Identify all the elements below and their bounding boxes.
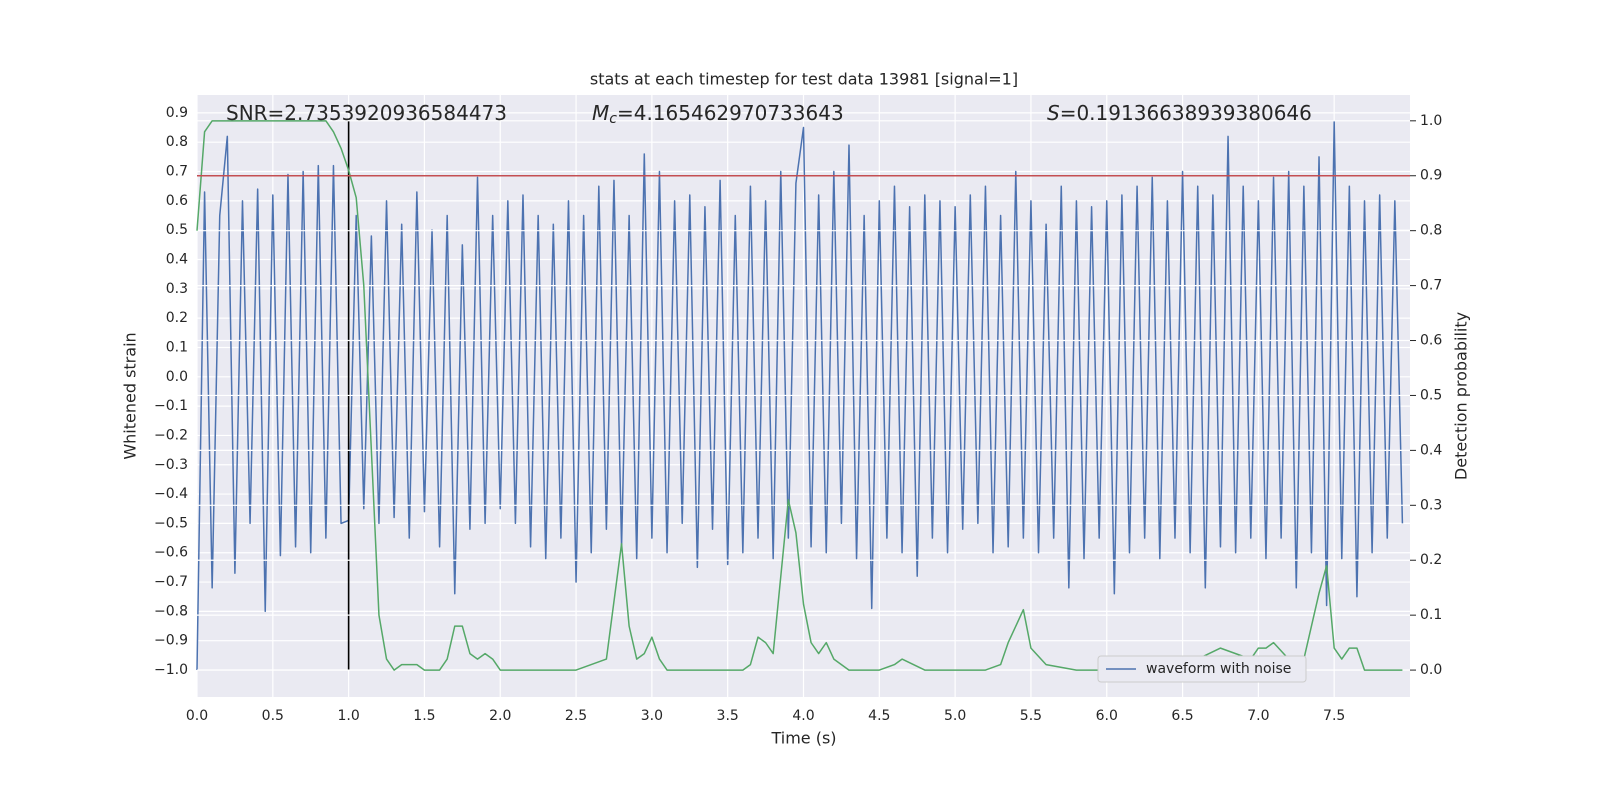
y-tick-label: 0.7 (166, 164, 188, 180)
y2-axis-label: Detection probability (1452, 312, 1471, 480)
y2-tick-label: 0.0 (1420, 662, 1442, 678)
x-tick-label: 4.5 (868, 708, 890, 724)
x-tick-label: 2.5 (565, 708, 587, 724)
y2-tick-label: 0.6 (1420, 333, 1442, 349)
x-tick-label: 1.5 (413, 708, 435, 724)
annotation-subscript: c (609, 111, 617, 127)
y-tick-label: 0.8 (166, 134, 188, 150)
y-tick-label: −0.3 (154, 457, 188, 473)
y-tick-label: −0.1 (154, 398, 188, 414)
y-tick-label: 0.6 (166, 193, 188, 209)
y2-tick-label: 0.7 (1420, 278, 1442, 294)
y-tick-label: 0.5 (166, 222, 188, 238)
y-tick-label: −0.9 (154, 633, 188, 649)
y2-tick-label: 0.4 (1420, 442, 1442, 458)
x-tick-label: 5.0 (944, 708, 966, 724)
y2-tick-label: 0.8 (1420, 223, 1442, 239)
legend-label: waveform with noise (1146, 661, 1291, 677)
annotation: S=0.19136638939380646 (1047, 101, 1312, 125)
y-tick-label: −1.0 (154, 662, 188, 678)
annotation: SNR=2.7353920936584473 (226, 101, 507, 125)
y-tick-label: 0.9 (166, 105, 188, 121)
y-tick-label: −0.5 (154, 515, 188, 531)
x-tick-label: 1.0 (337, 708, 359, 724)
x-tick-label: 6.0 (1096, 708, 1118, 724)
y-tick-label: 0.0 (166, 369, 188, 385)
y2-tick-label: 0.2 (1420, 552, 1442, 568)
x-tick-label: 7.5 (1323, 708, 1345, 724)
y2-tick-label: 1.0 (1420, 113, 1442, 129)
annotation-text: SNR=2.7353920936584473 (226, 101, 507, 125)
x-tick-label: 0.5 (262, 708, 284, 724)
y-tick-label: −0.7 (154, 574, 188, 590)
y-tick-label: 0.1 (166, 339, 188, 355)
annotation-text: =4.165462970733643 (617, 101, 844, 125)
line-series (196, 120, 1404, 671)
y2-tick-label: 0.1 (1420, 607, 1442, 623)
x-tick-label: 6.5 (1171, 708, 1193, 724)
y2-tick-label: 0.3 (1420, 497, 1442, 513)
chart-title: stats at each timestep for test data 139… (590, 70, 1018, 89)
annotation-symbol: M (592, 101, 609, 125)
y-axis-label: Whitened strain (121, 332, 140, 459)
x-tick-label: 4.0 (792, 708, 814, 724)
y-tick-label: 0.2 (166, 310, 188, 326)
y-tick-label: −0.4 (154, 486, 188, 502)
annotation-symbol: S (1047, 101, 1060, 125)
y-tick-label: −0.6 (154, 545, 188, 561)
y-tick-label: 0.4 (166, 252, 188, 268)
x-tick-label: 2.0 (489, 708, 511, 724)
legend-box (1097, 655, 1307, 683)
y2-tick-label: 0.9 (1420, 168, 1442, 184)
y-tick-label: 0.3 (166, 281, 188, 297)
x-tick-label: 3.0 (641, 708, 663, 724)
x-axis-label: Time (s) (770, 729, 836, 748)
annotation-text: =0.19136638939380646 (1060, 101, 1312, 125)
y-tick-label: −0.2 (154, 427, 188, 443)
annotation: Mc=4.165462970733643 (592, 101, 844, 128)
x-tick-label: 7.0 (1247, 708, 1269, 724)
y2-tick-label: 0.5 (1420, 387, 1442, 403)
y-tick-label: −0.8 (154, 603, 188, 619)
x-tick-label: 3.5 (717, 708, 739, 724)
x-tick-label: 5.5 (1020, 708, 1042, 724)
x-tick-label: 0.0 (186, 708, 208, 724)
